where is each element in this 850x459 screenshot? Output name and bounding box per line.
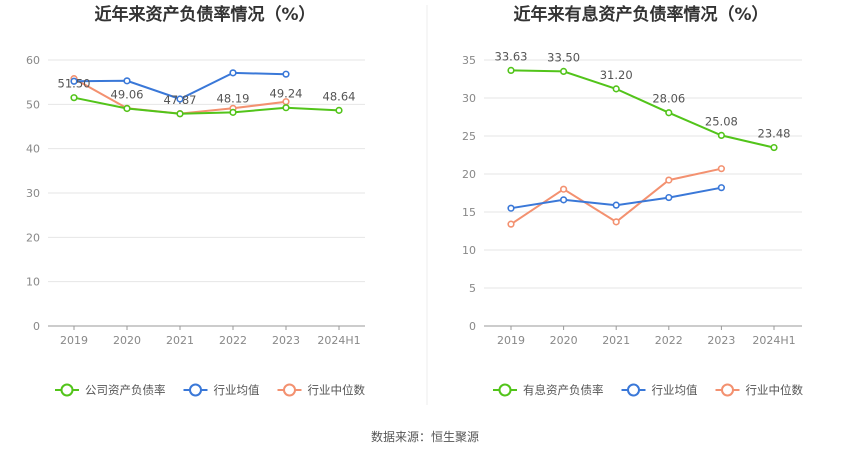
legend-label: 公司资产负债率 bbox=[85, 383, 166, 397]
data-source: 数据来源：恒生聚源 bbox=[371, 429, 479, 444]
data-point bbox=[229, 69, 237, 77]
y-tick-label: 30 bbox=[462, 92, 476, 105]
y-tick-label: 10 bbox=[462, 244, 476, 257]
y-tick-label: 0 bbox=[469, 320, 476, 333]
x-tick-label: 2019 bbox=[60, 334, 88, 347]
data-point bbox=[282, 104, 290, 112]
data-point bbox=[559, 196, 568, 204]
data-label: 48.64 bbox=[323, 89, 356, 103]
data-point bbox=[665, 193, 673, 202]
legend-marker bbox=[498, 383, 512, 397]
x-tick-label: 2021 bbox=[166, 334, 194, 347]
left-chart-title: 近年来资产负债率情况（%） bbox=[94, 4, 315, 25]
series-line-0 bbox=[73, 96, 340, 115]
data-label: 51.50 bbox=[58, 77, 91, 91]
data-label: 49.24 bbox=[270, 87, 303, 101]
data-label: 31.20 bbox=[600, 68, 633, 82]
legend-marker bbox=[189, 383, 202, 397]
legend-marker bbox=[627, 383, 640, 397]
data-point bbox=[612, 85, 620, 93]
data-point bbox=[559, 185, 568, 193]
right-chart: 0 5 10 15 20 25 30 35 2019 2020 2021 2022 2023 2024H1… bbox=[462, 49, 803, 397]
right-chart-title: 近年来有息资产负债率情况（%） bbox=[513, 4, 768, 25]
legend-marker bbox=[60, 383, 74, 397]
y-tick-label: 5 bbox=[469, 282, 476, 295]
data-point bbox=[335, 106, 343, 114]
data-label: 25.08 bbox=[705, 114, 738, 128]
data-label: 48.19 bbox=[217, 91, 250, 105]
legend-label: 有息资产负债率 bbox=[523, 383, 604, 397]
data-label: 47.87 bbox=[164, 93, 197, 107]
data-label: 33.50 bbox=[547, 50, 580, 64]
y-tick-label: 15 bbox=[462, 206, 476, 219]
x-tick-label: 2024H1 bbox=[317, 334, 360, 347]
x-tick-label: 2024H1 bbox=[752, 334, 795, 347]
legend-marker bbox=[283, 383, 296, 397]
x-tick-label: 2019 bbox=[497, 334, 525, 347]
data-point bbox=[717, 131, 726, 139]
y-tick-label: 60 bbox=[26, 54, 40, 67]
series-line-2 bbox=[510, 167, 722, 226]
y-tick-label: 35 bbox=[462, 54, 476, 67]
left-chart: 0 10 20 30 40 50 60 2019 2020 2021 2022 2023 2024H1 5… bbox=[26, 54, 365, 397]
legend-label: 行业中位数 bbox=[308, 383, 366, 397]
series-line-0 bbox=[510, 69, 775, 149]
data-point bbox=[559, 67, 568, 75]
data-point bbox=[665, 176, 673, 184]
y-tick-label: 50 bbox=[26, 98, 40, 111]
legend-label: 行业均值 bbox=[214, 383, 260, 397]
data-point bbox=[229, 108, 237, 116]
data-label: 23.48 bbox=[758, 127, 791, 141]
data-point bbox=[70, 77, 78, 85]
x-tick-label: 2022 bbox=[655, 334, 683, 347]
legend-label: 行业中位数 bbox=[746, 383, 804, 397]
data-point bbox=[665, 109, 673, 117]
data-point bbox=[507, 220, 515, 228]
data-point bbox=[717, 184, 726, 192]
y-tick-label: 20 bbox=[26, 231, 40, 244]
legend-label: 行业均值 bbox=[652, 383, 698, 397]
y-tick-label: 30 bbox=[26, 187, 40, 200]
y-tick-label: 25 bbox=[462, 130, 476, 143]
x-tick-label: 2022 bbox=[219, 334, 247, 347]
data-point bbox=[507, 66, 515, 75]
x-tick-label: 2020 bbox=[113, 334, 141, 347]
data-point bbox=[282, 70, 290, 78]
data-point bbox=[612, 201, 620, 209]
data-point bbox=[612, 218, 620, 226]
data-label: 28.06 bbox=[652, 92, 685, 106]
data-label: 49.06 bbox=[111, 88, 144, 102]
legend-marker bbox=[721, 383, 734, 397]
data-point bbox=[176, 110, 184, 118]
data-point bbox=[123, 104, 131, 113]
data-point bbox=[70, 94, 78, 102]
y-tick-label: 20 bbox=[462, 168, 476, 181]
y-tick-label: 40 bbox=[26, 143, 40, 156]
data-label: 33.63 bbox=[495, 49, 528, 63]
x-tick-label: 2023 bbox=[707, 334, 735, 347]
data-point bbox=[123, 77, 131, 85]
x-tick-label: 2020 bbox=[550, 334, 578, 347]
data-point bbox=[176, 95, 184, 103]
data-point bbox=[717, 165, 726, 173]
x-tick-label: 2023 bbox=[272, 334, 300, 347]
data-point bbox=[507, 204, 515, 212]
data-point bbox=[770, 143, 778, 152]
y-tick-label: 10 bbox=[26, 276, 40, 289]
x-tick-label: 2021 bbox=[602, 334, 630, 347]
y-tick-label: 0 bbox=[33, 320, 40, 333]
